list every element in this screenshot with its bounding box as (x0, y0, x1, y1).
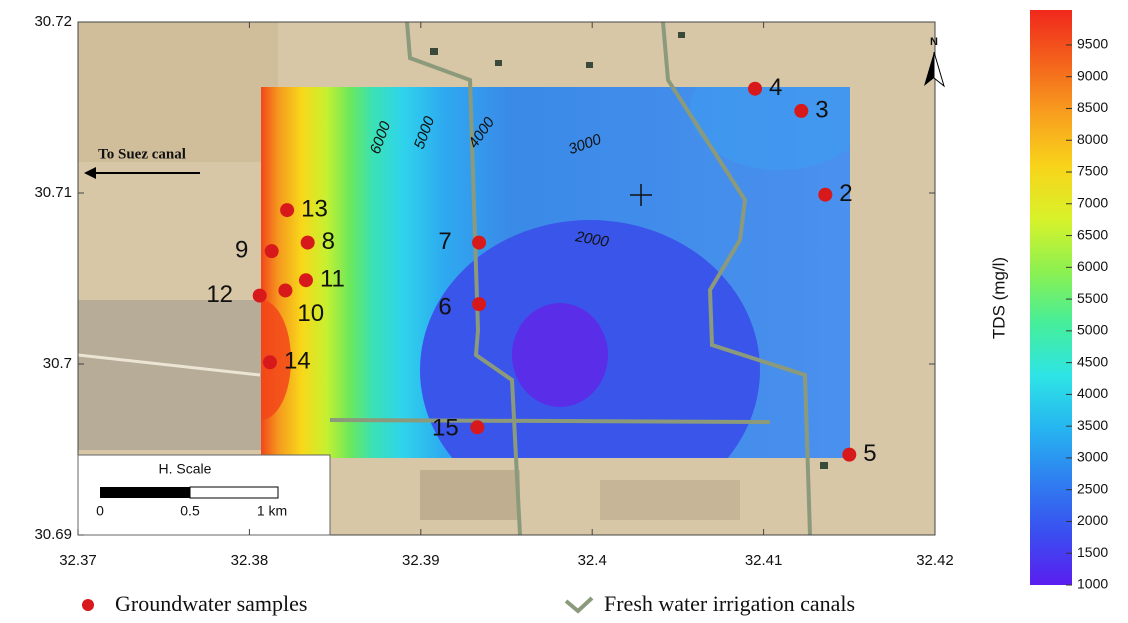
scale-title: H. Scale (159, 461, 212, 477)
scale-label: 1 km (257, 503, 287, 519)
sample-point (748, 82, 762, 96)
sample-label: 14 (284, 348, 311, 375)
y-tick-label: 30.72 (34, 13, 72, 30)
sample-point (263, 355, 277, 369)
colorbar-tick-label: 4500 (1077, 353, 1108, 369)
x-tick-label: 32.4 (578, 552, 607, 569)
colorbar-tick-label: 8000 (1077, 131, 1108, 147)
sample-label: 12 (206, 281, 233, 308)
sample-label: 8 (322, 228, 335, 255)
colorbar-tick-label: 7000 (1077, 194, 1108, 210)
colorbar-tick-label: 8500 (1077, 99, 1108, 115)
sample-label: 13 (301, 195, 328, 222)
colorbar-tick-label: 5000 (1077, 322, 1108, 338)
sample-point (842, 448, 856, 462)
colorbar-tick-label: 7500 (1077, 163, 1108, 179)
colorbar-tick-label: 3000 (1077, 449, 1108, 465)
colorbar-tick-label: 6500 (1077, 226, 1108, 242)
direction-label: To Suez canal (98, 146, 186, 162)
y-tick-label: 30.69 (34, 526, 72, 543)
sample-label: 3 (815, 96, 828, 123)
x-tick-label: 32.42 (916, 552, 954, 569)
sample-label: 7 (438, 228, 451, 255)
sample-point (253, 289, 267, 303)
sample-point (472, 297, 486, 311)
x-tick-label: 32.38 (231, 552, 269, 569)
sample-label: 9 (235, 236, 248, 263)
colorbar-tick-label: 2500 (1077, 480, 1108, 496)
sample-label: 6 (438, 293, 451, 320)
sample-label: 11 (320, 266, 345, 293)
scale-label: 0.5 (180, 503, 200, 519)
north-label: N (930, 36, 938, 48)
colorbar-tick-label: 4000 (1077, 385, 1108, 401)
colorbar-label: TDS (mg/l) (989, 257, 1008, 339)
legend-label: Fresh water irrigation canals (604, 591, 855, 616)
sample-point (280, 203, 294, 217)
colorbar-tick-label: 5500 (1077, 290, 1108, 306)
y-tick-label: 30.7 (43, 355, 72, 372)
colorbar-tick-label: 9000 (1077, 67, 1108, 83)
sample-label: 15 (432, 415, 459, 442)
sample-point (818, 188, 832, 202)
x-tick-label: 32.37 (59, 552, 97, 569)
colorbar-tick-label: 2000 (1077, 512, 1108, 528)
colorbar-tick-label: 6000 (1077, 258, 1108, 274)
colorbar-tick-label: 3500 (1077, 417, 1108, 433)
colorbar (1030, 10, 1072, 585)
sample-point (301, 236, 315, 250)
sample-point (299, 273, 313, 287)
sample-label: 10 (297, 300, 324, 327)
y-tick-label: 30.71 (34, 184, 72, 201)
x-tick-label: 32.39 (402, 552, 440, 569)
scale-label: 0 (96, 503, 104, 519)
sample-point (278, 283, 292, 297)
map-figure: To Suez canal N H. Scale 0 0.5 1 km TDS … (0, 0, 1128, 623)
sample-point (794, 104, 808, 118)
colorbar-tick-label: 1000 (1077, 576, 1108, 592)
colorbar-tick-label: 1500 (1077, 544, 1108, 560)
sample-label: 4 (769, 74, 782, 101)
sample-point (265, 244, 279, 258)
legend-label: Groundwater samples (115, 591, 307, 616)
sample-label: 2 (839, 180, 852, 207)
sample-label: 5 (863, 440, 876, 467)
sample-point (472, 236, 486, 250)
x-tick-label: 32.41 (745, 552, 783, 569)
sample-point (470, 420, 484, 434)
colorbar-tick-label: 9500 (1077, 36, 1108, 52)
